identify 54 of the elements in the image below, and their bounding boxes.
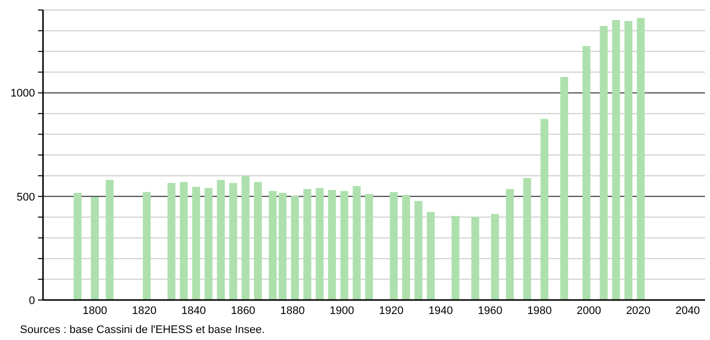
bar: [106, 180, 114, 300]
bar: [452, 216, 460, 300]
bar: [352, 186, 361, 300]
x-tick-label: 1960: [478, 305, 502, 317]
x-tick-label: 2040: [675, 305, 700, 317]
x-tick-label: 2000: [576, 305, 602, 317]
y-tick-label: 500: [16, 191, 35, 204]
bar: [636, 18, 645, 300]
x-tick-label: 1840: [181, 305, 206, 317]
source-note: Sources : base Cassini de l'EHESS et base Insee.: [20, 324, 265, 336]
x-tick-label: 2020: [626, 305, 651, 317]
bar: [506, 188, 514, 300]
x-tick-label: 1980: [527, 305, 552, 317]
bar: [316, 188, 324, 300]
bar: [268, 191, 277, 300]
bar: [426, 212, 435, 300]
bar: [278, 192, 287, 300]
bar: [612, 20, 620, 300]
bar: [303, 188, 312, 300]
bar: [192, 186, 200, 300]
bar: [242, 176, 250, 300]
bar: [328, 190, 336, 300]
bar: [142, 192, 151, 300]
bar: [402, 194, 410, 300]
bar: [90, 197, 99, 300]
bar: [74, 192, 82, 300]
bar: [540, 118, 548, 300]
bar: [471, 216, 480, 300]
bar: [414, 200, 422, 300]
y-tick-label: 0: [28, 294, 35, 307]
bar: [600, 26, 608, 300]
x-tick-label: 1880: [280, 305, 305, 317]
x-tick-label: 1860: [230, 305, 256, 317]
x-tick-label: 1940: [428, 305, 453, 317]
bar: [523, 178, 532, 300]
bar: [390, 192, 398, 300]
bar: [624, 20, 632, 300]
bar: [229, 182, 238, 300]
y-tick-label: 1000: [10, 88, 35, 100]
bar: [167, 182, 176, 300]
bar: [254, 182, 262, 300]
x-tick-label: 1900: [330, 305, 354, 317]
x-tick-label: 1820: [132, 305, 157, 317]
bar: [180, 182, 188, 300]
bar: [491, 214, 499, 300]
bar: [365, 194, 374, 300]
bar: [204, 188, 212, 300]
bar: [291, 196, 299, 300]
x-tick-label: 1800: [82, 305, 108, 317]
bar: [582, 46, 590, 300]
bar: [560, 76, 568, 300]
bar: [340, 191, 348, 300]
bar: [216, 180, 225, 300]
x-tick-label: 1920: [379, 305, 404, 317]
